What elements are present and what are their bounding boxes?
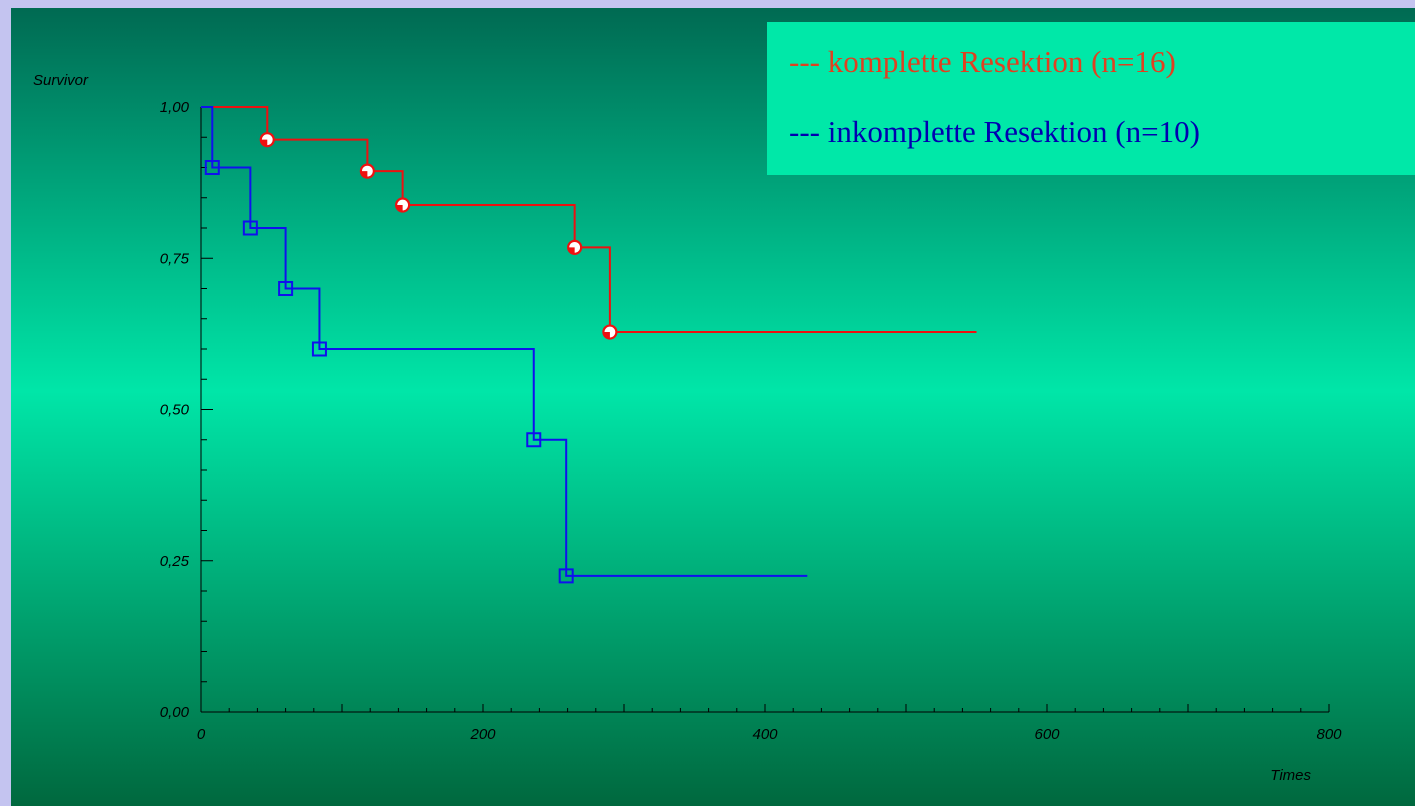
censor-marker-square <box>278 281 294 296</box>
x-axis-label: Times <box>1270 767 1311 784</box>
censor-marker-square <box>242 220 258 236</box>
censor-marker-circle-fill <box>260 139 268 147</box>
censor-marker-circle-fill <box>603 332 610 339</box>
series-line-komplette-resektion <box>201 106 977 334</box>
legend-entry-inkomplette-resektion: --- inkomplette Resektion (n=10) <box>789 114 1200 149</box>
x-tick-label: 600 <box>1034 726 1060 743</box>
censor-marker-circle-fill <box>360 171 368 178</box>
x-tick-label: 200 <box>469 726 496 743</box>
y-tick-label: 0,25 <box>160 553 190 570</box>
y-tick-label: 1,00 <box>160 99 190 116</box>
censor-marker-circle-fill <box>396 205 403 212</box>
x-tick-label: 400 <box>752 726 778 743</box>
legend-entry-komplette-resektion: --- komplette Resektion (n=16) <box>789 44 1176 79</box>
censor-marker-square <box>558 568 574 584</box>
y-tick-label: 0,75 <box>160 250 190 267</box>
x-tick-label: 0 <box>197 726 206 743</box>
x-tick-label: 800 <box>1316 726 1342 743</box>
y-tick-label: 0,00 <box>160 704 190 721</box>
slide: 0 200 400 600 800 0,00 0,25 0,50 0,75 1,00 Surviv… <box>11 8 1415 806</box>
y-axis-label: Survivor <box>33 72 89 89</box>
y-tick-label: 0,50 <box>160 402 190 419</box>
censor-marker-square <box>311 341 327 357</box>
legend: --- komplette Resektion (n=16) --- inkom… <box>767 22 1415 175</box>
censor-marker-square <box>204 160 220 175</box>
censor-marker-circle-fill <box>568 247 575 254</box>
censor-marker-square <box>526 432 542 448</box>
